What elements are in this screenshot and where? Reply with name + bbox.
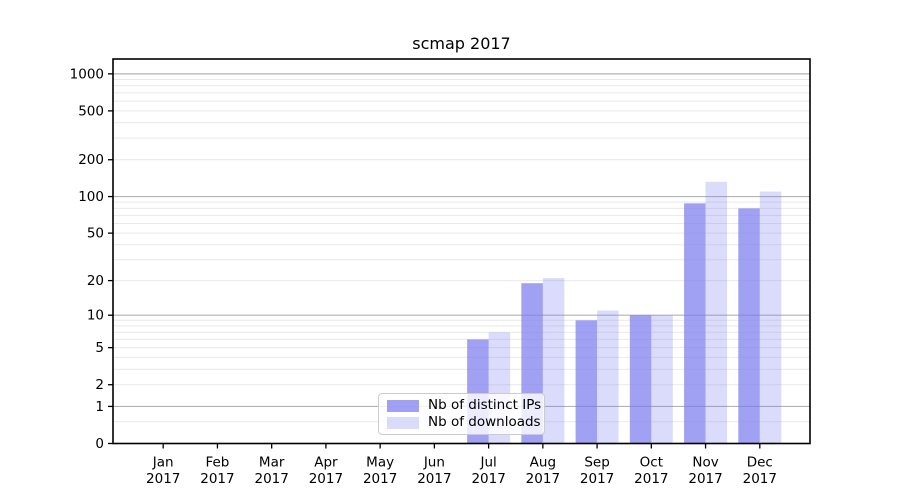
y-tick-label: 20 [87, 273, 104, 289]
y-tick-label: 1000 [70, 66, 104, 82]
legend-swatch-distinct-ips [387, 399, 419, 412]
x-tick-label: Dec 2017 [743, 455, 777, 488]
legend: Nb of distinct IPs Nb of downloads [378, 393, 545, 435]
legend-swatch-downloads [387, 416, 419, 429]
bar-oct-distinct-ips [629, 315, 652, 444]
bar-dec-distinct-ips [738, 208, 760, 444]
y-tick-label: 2 [95, 377, 104, 393]
y-tick-label: 10 [87, 308, 104, 324]
bar-aug-downloads [542, 278, 565, 444]
y-tick-label: 500 [78, 103, 104, 119]
x-tick-label: Oct 2017 [634, 455, 668, 488]
y-tick-label: 100 [78, 189, 104, 205]
legend-label-downloads: Nb of downloads [428, 414, 541, 430]
axes-spines [112, 58, 811, 445]
chart-title: scmap 2017 [412, 34, 511, 53]
bar-sep-downloads [597, 310, 619, 444]
bar-nov-distinct-ips [684, 203, 706, 444]
bar-nov-downloads [705, 181, 728, 444]
y-tick-label: 0 [95, 436, 104, 452]
bar-oct-downloads [651, 315, 673, 444]
y-tick-label: 1 [95, 399, 104, 415]
y-tick-label: 5 [95, 340, 104, 356]
x-tick-label: Mar 2017 [254, 455, 288, 488]
x-tick-label: Feb 2017 [200, 455, 234, 488]
x-tick-label: Aug 2017 [526, 455, 560, 488]
x-tick-label: Sep 2017 [580, 455, 614, 488]
legend-item-downloads: Nb of downloads [387, 415, 541, 429]
y-tick-label: 200 [78, 152, 104, 168]
x-tick-label: Nov 2017 [688, 455, 722, 488]
x-tick-label: Jun 2017 [417, 455, 451, 488]
bar-sep-distinct-ips [575, 320, 598, 444]
bar-dec-downloads [759, 191, 782, 444]
legend-item-distinct-ips: Nb of distinct IPs [387, 398, 541, 412]
x-tick-label: Jul 2017 [471, 455, 505, 488]
y-tick-label: 50 [87, 226, 104, 242]
x-tick-label: Apr 2017 [309, 455, 343, 488]
x-tick-label: Jan 2017 [146, 455, 180, 488]
legend-label-distinct-ips: Nb of distinct IPs [428, 397, 542, 413]
x-tick-label: May 2017 [363, 455, 397, 488]
